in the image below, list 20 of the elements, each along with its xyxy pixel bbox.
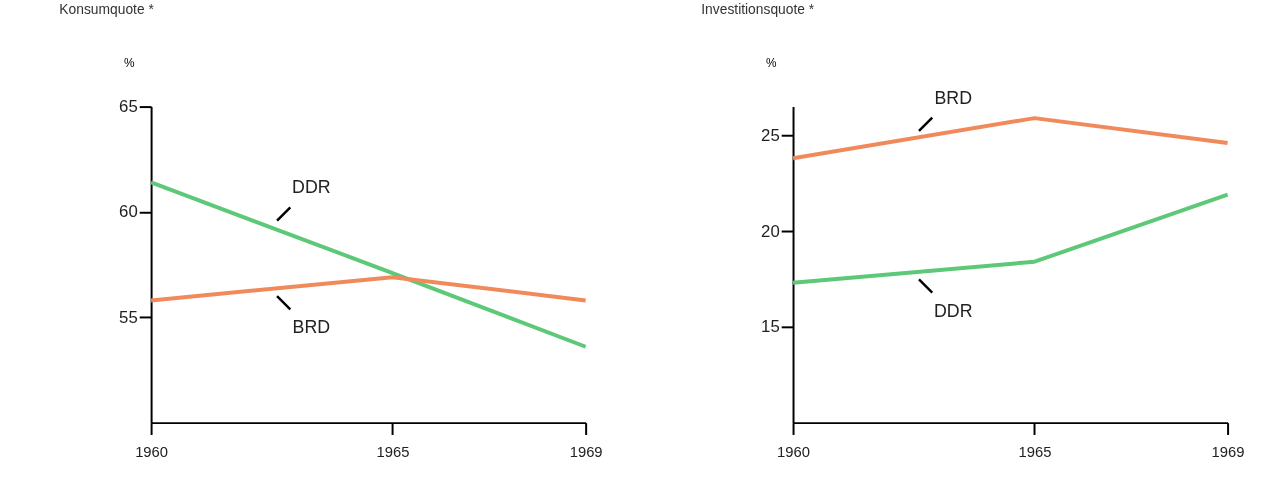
chart-title: Konsumquote * [59, 0, 155, 17]
x-tick-label: 1969 [569, 443, 603, 460]
y-tick-label: 25 [761, 125, 780, 145]
y-axis-title: % [765, 55, 777, 70]
y-tick-label: 65 [119, 97, 138, 117]
x-tick-label: 1960 [135, 443, 169, 460]
y-tick-label: 20 [761, 221, 780, 241]
x-tick-label: 1965 [376, 443, 410, 460]
x-tick-label: 1960 [777, 443, 810, 460]
series-label: DDR [292, 177, 331, 198]
x-tick-label: 1965 [1018, 443, 1052, 460]
y-tick-label: 55 [119, 307, 138, 327]
y-axis-title: % [123, 55, 135, 70]
series-label: DDR [934, 300, 973, 321]
series-label: BRD [934, 87, 973, 108]
chart-title: Investitionsquote * [701, 0, 815, 17]
y-tick-label: 60 [119, 202, 138, 222]
y-tick-label: 15 [761, 317, 780, 337]
x-tick-label: 1969 [1211, 443, 1245, 460]
series-label: BRD [292, 317, 331, 338]
